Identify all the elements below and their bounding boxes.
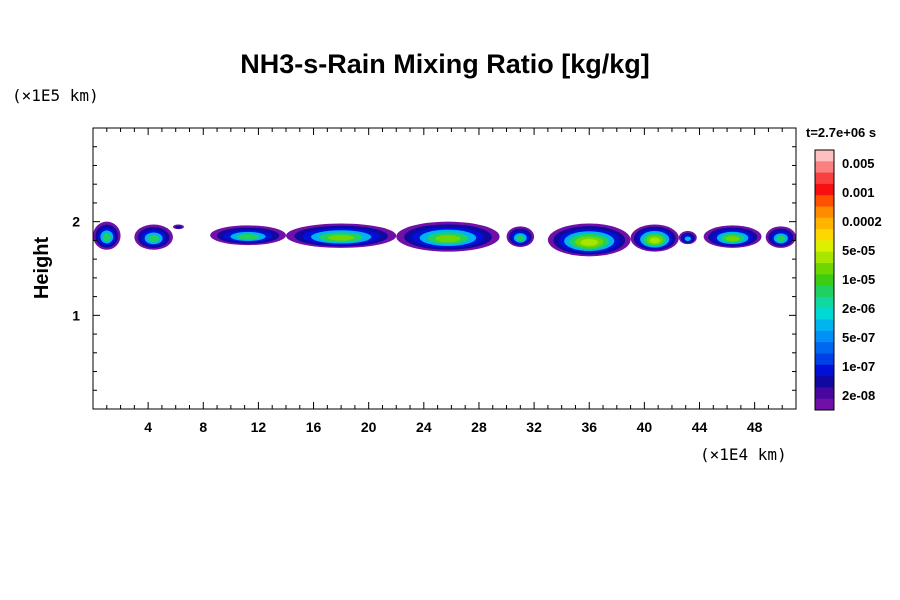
colorbar-label: 5e-07 xyxy=(842,330,875,345)
x-tick-label: 32 xyxy=(526,419,542,435)
colorbar-swatch xyxy=(815,274,834,287)
time-label: t=2.7e+06 s xyxy=(806,125,876,140)
cloud-contour xyxy=(516,235,525,242)
x-unit-label: (×1E4 km) xyxy=(700,445,787,464)
cloud-blob xyxy=(210,225,286,246)
x-tick-label: 44 xyxy=(692,419,708,435)
cloud-contour xyxy=(435,235,461,243)
y-tick-label: 2 xyxy=(72,214,80,230)
cloud-contour xyxy=(327,234,355,241)
colorbar-label: 2e-06 xyxy=(842,301,875,316)
cloud-blob xyxy=(93,221,121,250)
chart-title: NH3-s-Rain Mixing Ratio [kg/kg] xyxy=(240,49,650,79)
colorbar-label: 1e-07 xyxy=(842,359,875,374)
x-tick-label: 12 xyxy=(251,419,267,435)
cloud-contour xyxy=(580,238,598,246)
colorbar-swatch xyxy=(815,183,834,196)
cloud-blob xyxy=(630,224,679,252)
colorbar-swatch xyxy=(815,172,834,185)
cloud-blob xyxy=(396,221,500,252)
cloud-contour xyxy=(102,233,111,242)
cloud-blob xyxy=(678,231,697,245)
colorbar-swatch xyxy=(815,240,834,253)
y-tick-label: 1 xyxy=(72,307,80,323)
x-tick-label: 24 xyxy=(416,419,432,435)
cloud-blob xyxy=(506,226,535,247)
colorbar: 0.005 0.001 0.0002 5e-05 1e-05 2e-06 5e-07 1e-0… xyxy=(814,149,882,411)
colorbar-swatch xyxy=(815,217,834,230)
cloud-contour xyxy=(776,235,786,242)
x-tick-label: 20 xyxy=(361,419,377,435)
colorbar-label: 0.0002 xyxy=(842,214,882,229)
cloud-contour xyxy=(684,236,691,242)
colorbar-swatch xyxy=(815,387,834,400)
x-tick-label: 4 xyxy=(144,419,152,435)
colorbar-swatch xyxy=(815,342,834,354)
axis-ticks xyxy=(93,128,796,409)
y-axis-label: Height xyxy=(31,237,53,300)
colorbar-swatch xyxy=(815,195,834,208)
x-tick-label: 48 xyxy=(747,419,763,435)
x-tick-label: 36 xyxy=(581,419,597,435)
colorbar-label: 5e-05 xyxy=(842,243,875,258)
colorbar-label: 2e-08 xyxy=(842,388,875,403)
colorbar-label: 0.005 xyxy=(842,156,875,171)
cloud-blob xyxy=(703,225,762,248)
colorbar-swatch xyxy=(815,330,834,343)
colorbar-swatch xyxy=(815,263,834,275)
x-tick-label: 40 xyxy=(637,419,653,435)
colorbar-swatch xyxy=(815,251,834,264)
colorbar-swatch xyxy=(815,319,834,332)
colorbar-label: 0.001 xyxy=(842,185,875,200)
cloud-blob xyxy=(547,223,631,257)
cloud-contour xyxy=(237,234,259,240)
colorbar-swatch xyxy=(815,206,834,219)
x-tick-label: 8 xyxy=(199,419,207,435)
y-unit-label: (×1E5 km) xyxy=(12,86,99,105)
colorbar-swatch xyxy=(815,296,834,309)
cloud-layer xyxy=(93,221,796,257)
colorbar-swatch xyxy=(815,364,834,377)
cloud-blob xyxy=(765,226,796,248)
cloud-blob xyxy=(134,224,173,250)
colorbar-swatch xyxy=(815,285,834,298)
colorbar-swatch xyxy=(815,161,834,174)
cloud-blob xyxy=(172,224,184,230)
plot-frame xyxy=(92,127,797,410)
cloud-contour xyxy=(725,235,740,242)
colorbar-frame xyxy=(814,149,835,411)
colorbar-swatch xyxy=(815,376,834,388)
colorbar-swatch xyxy=(815,398,834,411)
colorbar-swatch xyxy=(815,150,834,162)
x-tick-label: 28 xyxy=(471,419,487,435)
cloud-contour xyxy=(148,235,160,243)
colorbar-swatch xyxy=(815,229,834,241)
cloud-contour xyxy=(649,237,660,244)
cloud-contour xyxy=(175,225,182,229)
x-tick-label: 16 xyxy=(306,419,322,435)
colorbar-label: 1e-05 xyxy=(842,272,875,287)
cloud-blob xyxy=(285,223,397,248)
x-tick-labels: 4 8 12 16 20 24 28 32 36 40 44 48 xyxy=(144,419,762,435)
colorbar-swatch xyxy=(815,353,834,366)
colorbar-swatch xyxy=(815,308,834,321)
y-tick-labels: 12 xyxy=(72,214,80,324)
